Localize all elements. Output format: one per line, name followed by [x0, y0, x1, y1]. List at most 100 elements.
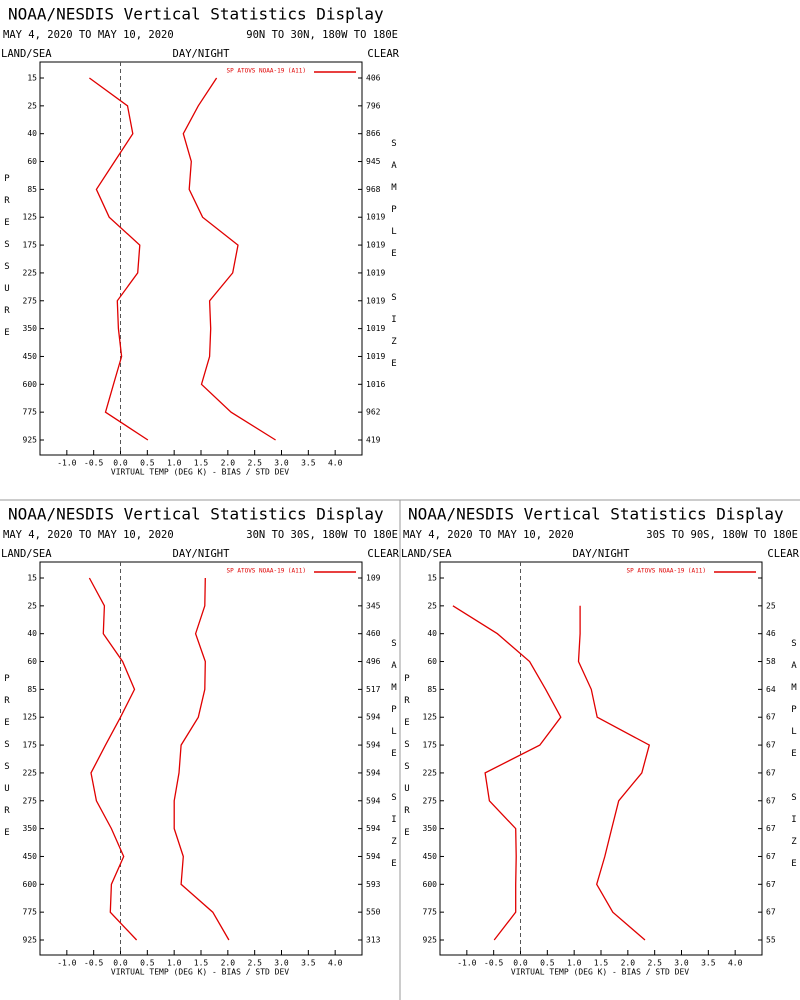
- std-dev-line: [182, 77, 276, 441]
- y-tick-label: 275: [23, 796, 38, 805]
- x-tick-label: 1.0: [567, 959, 582, 968]
- sample-size-label: 593: [366, 880, 381, 889]
- sample-size-label: 406: [366, 74, 381, 83]
- sample-size-label: 1019: [366, 241, 385, 250]
- legend-label: SP ATOVS NOAA-19 (A11): [227, 68, 306, 75]
- y-tick-label: 450: [23, 852, 38, 861]
- x-tick-label: 4.0: [328, 959, 343, 968]
- y-tick-label: 15: [27, 74, 37, 83]
- right-label: CLEAR: [367, 48, 399, 60]
- x-tick-label: 2.0: [221, 959, 236, 968]
- x-axis-label: VIRTUAL TEMP (DEG K) - BIAS / STD DEV: [111, 968, 289, 977]
- y-tick-label: 85: [27, 185, 37, 194]
- sample-size-label: 419: [366, 436, 381, 445]
- y-tick-label: 60: [27, 157, 37, 166]
- sample-size-label: 945: [366, 157, 381, 166]
- left-label: LAND/SEA: [401, 548, 452, 560]
- x-tick-label: -1.0: [57, 459, 76, 468]
- sample-size-label: 1019: [366, 268, 385, 277]
- y-axis-label: PRESSURE: [2, 674, 12, 850]
- x-tick-label: 0.0: [113, 459, 128, 468]
- sample-size-label: 58: [766, 657, 776, 666]
- sample-size-label: 496: [366, 657, 381, 666]
- chart: NOAA/NESDIS Vertical Statistics Display M…: [1, 505, 400, 977]
- title: NOAA/NESDIS Vertical Statistics Display: [8, 505, 384, 524]
- sample-size-label: 67: [766, 908, 776, 917]
- x-tick-label: 2.5: [647, 959, 662, 968]
- y-axis-label: PRESSURE: [2, 174, 12, 350]
- x-tick-label: 0.5: [140, 959, 155, 968]
- sample-size-label: 67: [766, 880, 776, 889]
- y-axis-label: PRESSURE: [402, 674, 412, 850]
- right-label: CLEAR: [367, 548, 399, 560]
- right-label: CLEAR: [767, 548, 799, 560]
- region: 30S TO 90S, 180W TO 180E: [646, 529, 798, 541]
- x-tick-label: 1.5: [194, 459, 209, 468]
- sample-size-label: 1016: [366, 380, 385, 389]
- left-label: LAND/SEA: [1, 548, 52, 560]
- sample-size-label: 313: [366, 936, 381, 945]
- y-tick-label: 85: [27, 685, 37, 694]
- x-tick-label: 2.5: [247, 459, 262, 468]
- sample-size-label: 67: [766, 713, 776, 722]
- plot-frame: [39, 561, 363, 956]
- x-tick-label: -1.0: [457, 959, 476, 968]
- y-tick-label: 40: [427, 629, 437, 638]
- chart-panel: NOAA/NESDIS Vertical Statistics Display M…: [0, 0, 400, 500]
- y-tick-label: 600: [423, 880, 438, 889]
- y-tick-label: 175: [23, 241, 38, 250]
- x-tick-label: 2.0: [221, 459, 236, 468]
- y-tick-label: 225: [423, 768, 438, 777]
- date-range: MAY 4, 2020 TO MAY 10, 2020: [403, 529, 574, 541]
- legend-label: SP ATOVS NOAA-19 (A11): [227, 568, 306, 575]
- y-tick-label: 125: [423, 713, 438, 722]
- sample-size-label: 962: [366, 408, 381, 417]
- sample-size-label: 46: [766, 629, 776, 638]
- left-label: LAND/SEA: [1, 48, 52, 60]
- plot-frame: [439, 561, 763, 956]
- bias-line: [88, 577, 138, 941]
- date-range: MAY 4, 2020 TO MAY 10, 2020: [3, 529, 174, 541]
- std-dev-line: [173, 577, 230, 941]
- y-tick-label: 600: [23, 380, 38, 389]
- sample-size-label: 25: [766, 601, 776, 610]
- x-tick-label: 0.5: [540, 959, 555, 968]
- region: 30N TO 30S, 180W TO 180E: [246, 529, 398, 541]
- sample-size-label: 517: [366, 685, 381, 694]
- x-tick-label: 3.0: [674, 959, 689, 968]
- y-tick-label: 450: [423, 852, 438, 861]
- sample-size-label: 594: [366, 852, 381, 861]
- y-tick-label: 25: [427, 601, 437, 610]
- x-tick-label: 2.0: [621, 959, 636, 968]
- y-tick-label: 175: [423, 741, 438, 750]
- center-label: DAY/NIGHT: [173, 48, 231, 60]
- sample-size-label: 866: [366, 129, 381, 138]
- y-tick-label: 125: [23, 713, 38, 722]
- y2-axis-label: SAMPLE SIZE: [389, 639, 399, 881]
- legend-label: SP ATOVS NOAA-19 (A11): [627, 568, 706, 575]
- sample-size-label: 345: [366, 601, 381, 610]
- x-tick-label: 1.0: [167, 959, 182, 968]
- x-tick-label: 4.0: [328, 459, 343, 468]
- sample-size-label: 460: [366, 629, 381, 638]
- bias-line: [89, 77, 149, 441]
- sample-size-label: 109: [366, 574, 381, 583]
- x-tick-label: 3.5: [301, 959, 316, 968]
- sample-size-label: 594: [366, 741, 381, 750]
- sample-size-label: 1019: [366, 324, 385, 333]
- x-axis-label: VIRTUAL TEMP (DEG K) - BIAS / STD DEV: [111, 468, 289, 477]
- y-tick-label: 40: [27, 629, 37, 638]
- x-tick-label: -0.5: [484, 959, 503, 968]
- y-tick-label: 775: [423, 908, 438, 917]
- sample-size-label: 67: [766, 852, 776, 861]
- sample-size-label: 64: [766, 685, 776, 694]
- sample-size-label: 594: [366, 713, 381, 722]
- y-tick-label: 275: [23, 296, 38, 305]
- sample-size-label: 67: [766, 768, 776, 777]
- y-tick-label: 15: [427, 574, 437, 583]
- x-tick-label: 3.5: [701, 959, 716, 968]
- sample-size-label: 594: [366, 768, 381, 777]
- std-dev-line: [577, 605, 651, 941]
